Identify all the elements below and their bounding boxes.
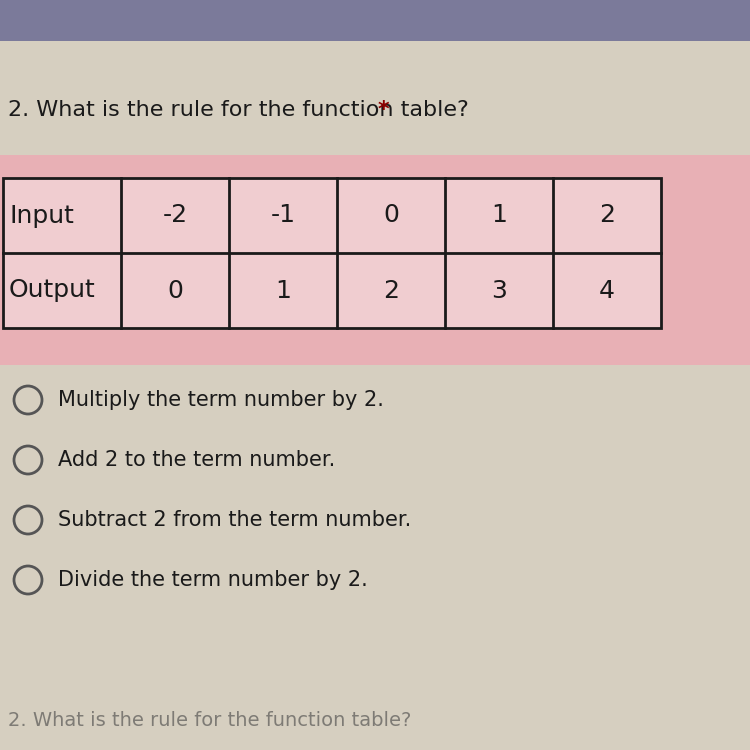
Bar (229, 178, 337, 253)
Text: Multiply the term number by 2.: Multiply the term number by 2. (58, 390, 384, 410)
Text: Add 2 to the term number.: Add 2 to the term number. (58, 450, 335, 470)
Bar (445, 178, 553, 253)
Text: 2. What is the rule for the function table?: 2. What is the rule for the function tab… (8, 711, 411, 730)
Text: 2: 2 (383, 278, 399, 302)
Text: 1: 1 (491, 203, 507, 227)
Text: 2: 2 (599, 203, 615, 227)
Bar (3, 178, 661, 328)
Text: 0: 0 (383, 203, 399, 227)
Text: *: * (377, 100, 389, 120)
Text: Subtract 2 from the term number.: Subtract 2 from the term number. (58, 510, 411, 530)
Bar (121, 178, 229, 253)
Bar (0, 155, 750, 365)
Text: -2: -2 (163, 203, 188, 227)
Text: 0: 0 (167, 278, 183, 302)
Bar (337, 178, 445, 253)
Text: 2. What is the rule for the function table? *: 2. What is the rule for the function tab… (8, 100, 488, 120)
Bar (229, 253, 337, 328)
Text: 1: 1 (275, 278, 291, 302)
Bar (337, 253, 445, 328)
Bar (553, 253, 661, 328)
Bar (553, 178, 661, 253)
Bar (121, 253, 229, 328)
Text: Input: Input (9, 203, 74, 227)
Text: -1: -1 (271, 203, 296, 227)
Text: 2. What is the rule for the function table?: 2. What is the rule for the function tab… (8, 100, 469, 120)
Bar (3, 178, 121, 253)
Text: 3: 3 (491, 278, 507, 302)
Text: Output: Output (9, 278, 96, 302)
Bar (3, 253, 121, 328)
Text: 4: 4 (599, 278, 615, 302)
Bar (445, 253, 553, 328)
Text: Divide the term number by 2.: Divide the term number by 2. (58, 570, 368, 590)
Bar (0, 0, 750, 41)
